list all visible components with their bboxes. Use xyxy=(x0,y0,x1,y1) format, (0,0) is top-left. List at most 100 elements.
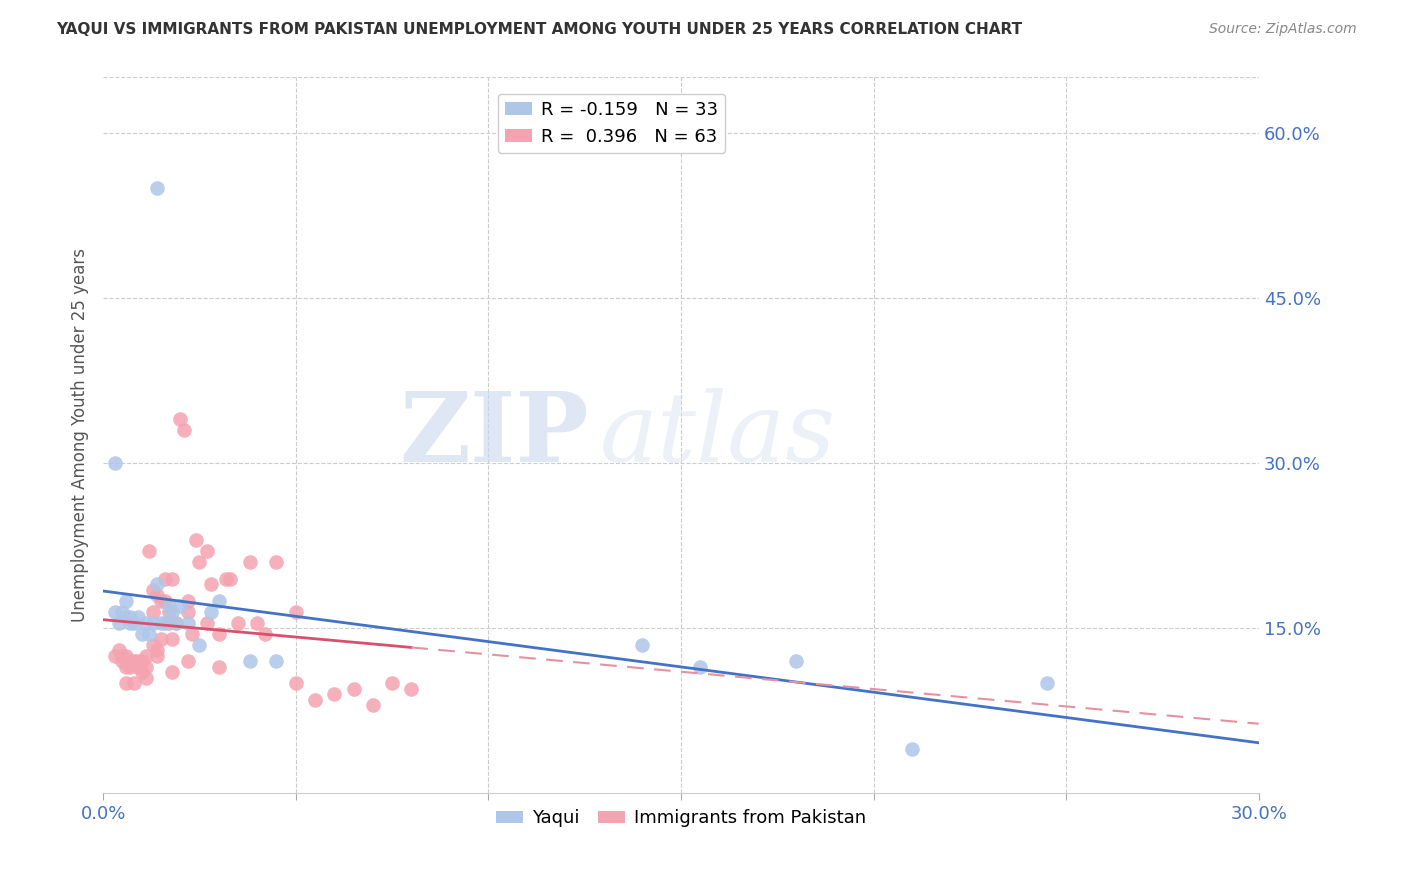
Point xyxy=(122,676,145,690)
Point xyxy=(177,605,200,619)
Point xyxy=(111,605,134,619)
Point xyxy=(177,593,200,607)
Point xyxy=(381,676,404,690)
Point xyxy=(162,665,184,680)
Point xyxy=(188,555,211,569)
Point xyxy=(689,659,711,673)
Point xyxy=(162,605,184,619)
Point xyxy=(208,626,231,640)
Point xyxy=(120,654,142,668)
Point xyxy=(157,605,180,619)
Point xyxy=(134,648,156,663)
Point xyxy=(184,533,207,547)
Point xyxy=(120,615,142,630)
Point xyxy=(631,638,654,652)
Point xyxy=(1036,676,1059,690)
Point xyxy=(208,593,231,607)
Point xyxy=(162,632,184,647)
Point xyxy=(146,648,169,663)
Point xyxy=(401,681,423,696)
Text: YAQUI VS IMMIGRANTS FROM PAKISTAN UNEMPLOYMENT AMONG YOUTH UNDER 25 YEARS CORREL: YAQUI VS IMMIGRANTS FROM PAKISTAN UNEMPL… xyxy=(56,22,1022,37)
Point xyxy=(131,665,153,680)
Point xyxy=(284,605,307,619)
Point xyxy=(342,681,364,696)
Point xyxy=(122,654,145,668)
Point xyxy=(142,582,165,597)
Point xyxy=(134,671,156,685)
Point xyxy=(138,626,160,640)
Point xyxy=(146,643,169,657)
Point xyxy=(180,626,202,640)
Point xyxy=(266,555,288,569)
Point xyxy=(115,593,138,607)
Point xyxy=(246,615,269,630)
Legend: Yaqui, Immigrants from Pakistan: Yaqui, Immigrants from Pakistan xyxy=(489,802,873,834)
Point xyxy=(195,615,218,630)
Point xyxy=(153,572,176,586)
Point xyxy=(238,654,260,668)
Point xyxy=(253,626,276,640)
Point xyxy=(153,615,176,630)
Point xyxy=(131,626,153,640)
Point xyxy=(361,698,384,713)
Point xyxy=(323,687,346,701)
Point xyxy=(165,615,187,630)
Point xyxy=(284,676,307,690)
Point xyxy=(111,648,134,663)
Text: ZIP: ZIP xyxy=(399,388,589,483)
Point xyxy=(149,593,172,607)
Point xyxy=(219,572,242,586)
Point xyxy=(120,659,142,673)
Point xyxy=(169,412,191,426)
Point xyxy=(304,692,326,706)
Point xyxy=(146,180,169,194)
Point xyxy=(107,615,129,630)
Point xyxy=(215,572,238,586)
Point xyxy=(188,638,211,652)
Point xyxy=(134,615,156,630)
Point xyxy=(173,423,195,437)
Point xyxy=(138,544,160,558)
Point xyxy=(115,659,138,673)
Point xyxy=(115,648,138,663)
Text: atlas: atlas xyxy=(600,388,837,483)
Point xyxy=(162,572,184,586)
Point xyxy=(226,615,249,630)
Y-axis label: Unemployment Among Youth under 25 years: Unemployment Among Youth under 25 years xyxy=(72,248,89,623)
Point xyxy=(115,610,138,624)
Point xyxy=(208,659,231,673)
Text: Source: ZipAtlas.com: Source: ZipAtlas.com xyxy=(1209,22,1357,37)
Point xyxy=(149,615,172,630)
Point xyxy=(901,742,924,756)
Point xyxy=(146,588,169,602)
Point xyxy=(238,555,260,569)
Point xyxy=(195,544,218,558)
Point xyxy=(104,456,127,470)
Point xyxy=(127,610,149,624)
Point xyxy=(104,605,127,619)
Point xyxy=(115,676,138,690)
Point xyxy=(120,610,142,624)
Point xyxy=(142,638,165,652)
Point xyxy=(111,654,134,668)
Point xyxy=(200,605,222,619)
Point xyxy=(127,659,149,673)
Point xyxy=(157,615,180,630)
Point xyxy=(149,632,172,647)
Point xyxy=(134,659,156,673)
Point xyxy=(177,654,200,668)
Point xyxy=(153,593,176,607)
Point xyxy=(165,615,187,630)
Point xyxy=(107,643,129,657)
Point xyxy=(785,654,807,668)
Point xyxy=(266,654,288,668)
Point xyxy=(169,599,191,613)
Point xyxy=(142,615,165,630)
Point xyxy=(122,615,145,630)
Point xyxy=(142,605,165,619)
Point xyxy=(157,599,180,613)
Point xyxy=(146,577,169,591)
Point xyxy=(131,654,153,668)
Point xyxy=(104,648,127,663)
Point xyxy=(127,654,149,668)
